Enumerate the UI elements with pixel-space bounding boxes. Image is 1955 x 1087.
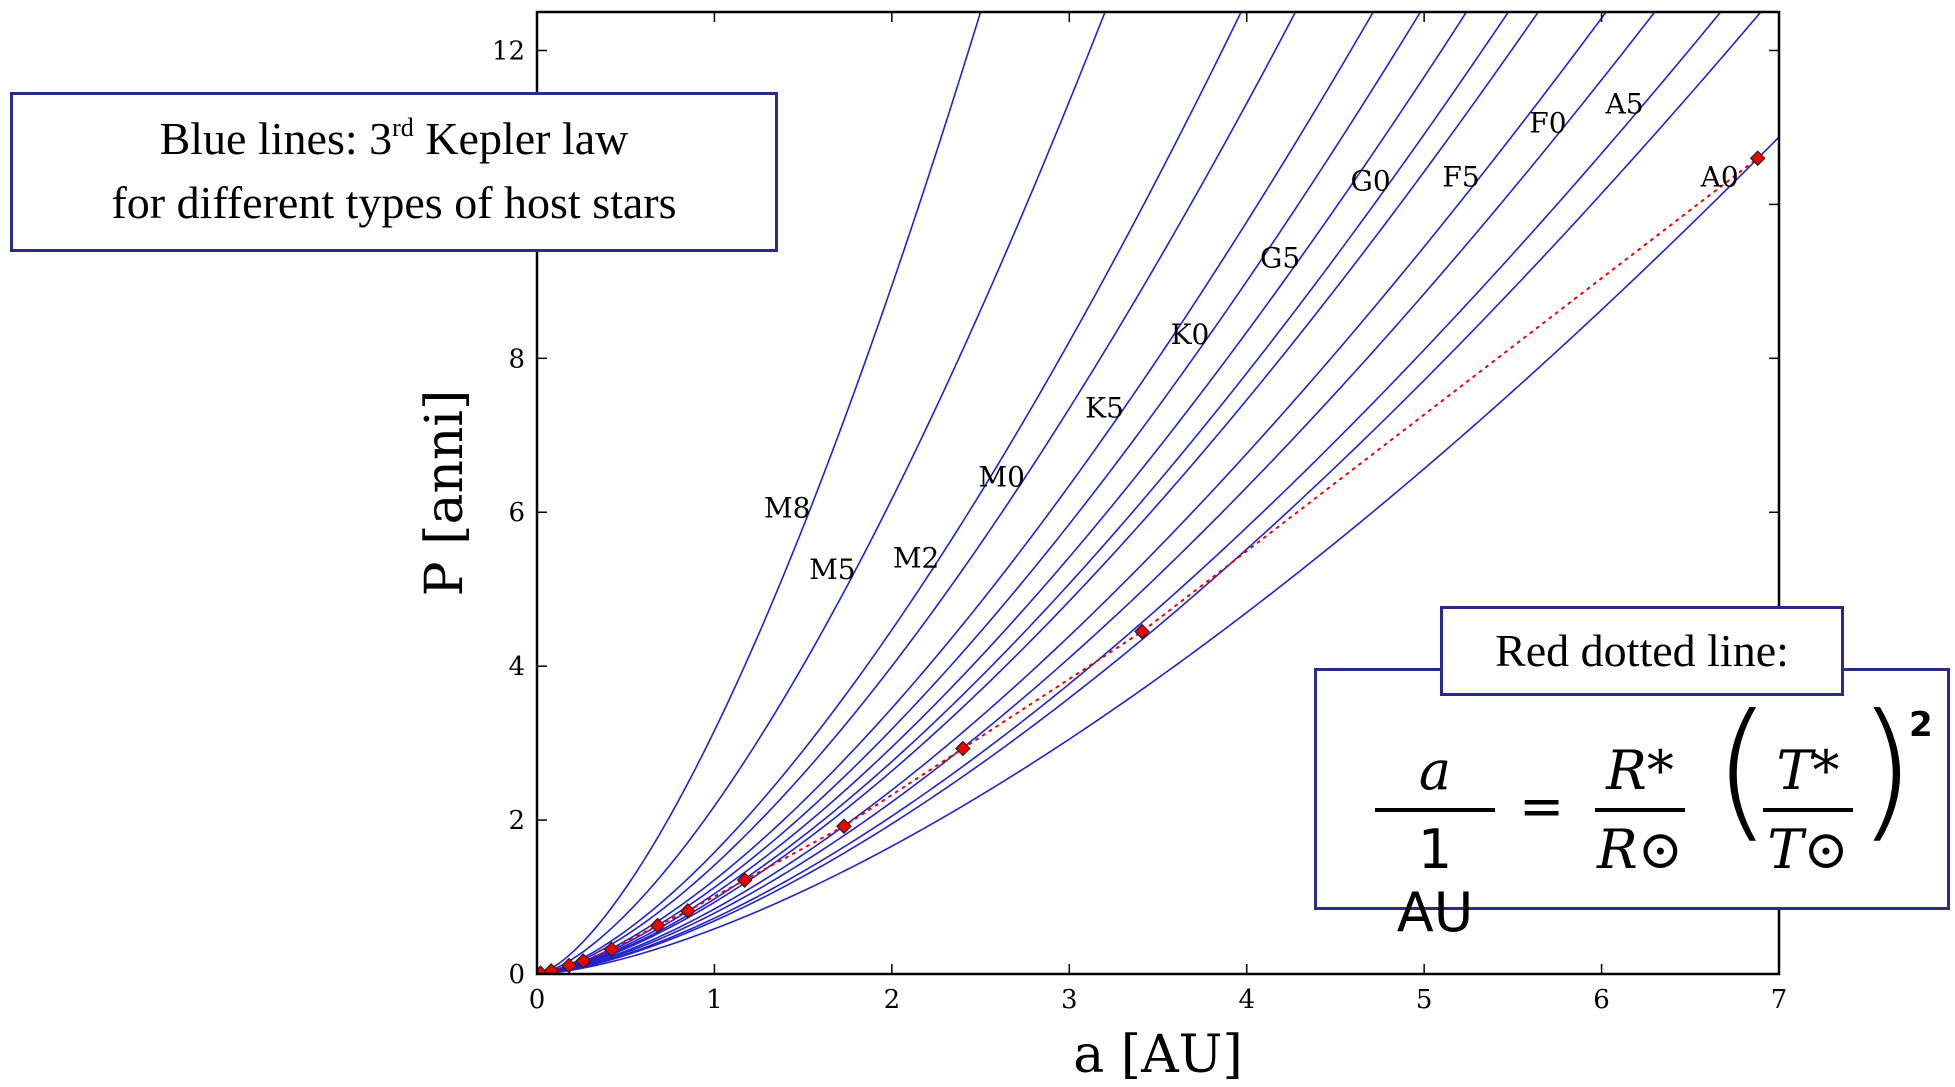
kepler-curve: [537, 12, 1656, 974]
kepler-curve: [537, 12, 1243, 974]
plot-frame: [535, 10, 1781, 976]
red-point-marker: [1749, 150, 1766, 167]
red-layer: [537, 150, 1766, 974]
y-tick-label: 2: [508, 806, 525, 836]
formula-equals: =: [1519, 775, 1565, 838]
red-point-marker: [603, 941, 620, 958]
red-point-marker: [1134, 623, 1150, 640]
x-tick-label: 2: [884, 985, 901, 1015]
y-tick-label: 4: [508, 652, 525, 682]
red-point-marker: [543, 963, 560, 974]
kepler-curve: [537, 12, 1722, 974]
kepler-curve: [537, 12, 1608, 974]
curve-label: F5: [1442, 160, 1479, 193]
kepler-note-box: Blue lines: 3rd Kepler law for different…: [10, 92, 778, 252]
y-tick-label: 6: [508, 498, 525, 528]
curve-label: A5: [1605, 87, 1644, 120]
curve-label: M0: [978, 461, 1024, 494]
x-tick-label: 5: [1416, 985, 1433, 1015]
formula-temperature-fraction: T* T⊙: [1763, 739, 1853, 881]
kepler-curve: [537, 12, 1422, 974]
red-point-marker: [736, 872, 753, 888]
x-tick-label: 4: [1238, 985, 1255, 1015]
kepler-curve: [537, 12, 1468, 974]
temperature-formula: a 1 AU = R* R⊙ ( T* T⊙ ) 2: [1317, 671, 1947, 944]
y-tick-label: 8: [508, 344, 525, 374]
curve-label: G5: [1260, 241, 1300, 274]
kepler-curve: [537, 12, 1375, 974]
x-tick-label: 3: [1061, 985, 1078, 1015]
x-tick-label: 7: [1771, 985, 1788, 1015]
curve-label: K0: [1171, 318, 1210, 351]
red-point-marker: [575, 953, 591, 969]
blue-curves: [537, 12, 1779, 974]
y-axis-label: P [anni]: [415, 390, 475, 597]
curve-label: M2: [893, 541, 939, 574]
red-point-marker: [679, 903, 696, 919]
y-tick-label: 12: [492, 36, 525, 66]
red-point-marker: [954, 740, 971, 757]
curve-label: K5: [1085, 391, 1124, 424]
x-tick-label: 1: [706, 985, 723, 1015]
curve-label: M8: [764, 491, 810, 524]
x-axis-label: a [AU]: [1073, 1025, 1242, 1085]
kepler-curve: [537, 12, 1297, 974]
curve-label: M5: [809, 553, 855, 586]
curve-label: A0: [1700, 160, 1739, 193]
red-point-marker: [649, 917, 666, 934]
kepler-curve: [537, 136, 1779, 974]
kepler-curve: [537, 12, 1106, 974]
red-dotted-label-box: Red dotted line:: [1440, 606, 1844, 696]
kepler-curve: [537, 12, 1510, 974]
formula-box: a 1 AU = R* R⊙ ( T* T⊙ ) 2: [1314, 668, 1950, 944]
kepler-note-line2: for different types of host stars: [111, 177, 677, 228]
formula-exponent: 2: [1909, 705, 1933, 745]
curve-label: F0: [1529, 107, 1566, 140]
red-point-marker: [561, 957, 577, 974]
y-tick-label: 0: [508, 960, 525, 990]
kepler-curve: [537, 12, 982, 974]
kepler-curve: [537, 12, 1762, 974]
x-tick-label: 0: [529, 985, 546, 1015]
curve-labels: M8 M5 M2 M0 K5 K0 G5 G0 F5 F0 A5 A0: [764, 87, 1739, 586]
kepler-curve: [537, 12, 1540, 974]
curve-label: G0: [1351, 164, 1391, 197]
formula-radius-fraction: R* R⊙: [1595, 739, 1685, 881]
x-axis: 0 1 2 3 4 5 6 7: [529, 12, 1788, 1015]
formula-lhs-fraction: a 1 AU: [1375, 739, 1495, 944]
kepler-note-line1: Blue lines: 3rd Kepler law: [159, 113, 629, 164]
x-tick-label: 6: [1593, 985, 1610, 1015]
red-dotted-label: Red dotted line:: [1495, 625, 1789, 676]
red-point-marker: [836, 818, 852, 835]
formula-right-paren: ): [1857, 683, 1916, 857]
formula-left-paren: (: [1713, 683, 1772, 857]
